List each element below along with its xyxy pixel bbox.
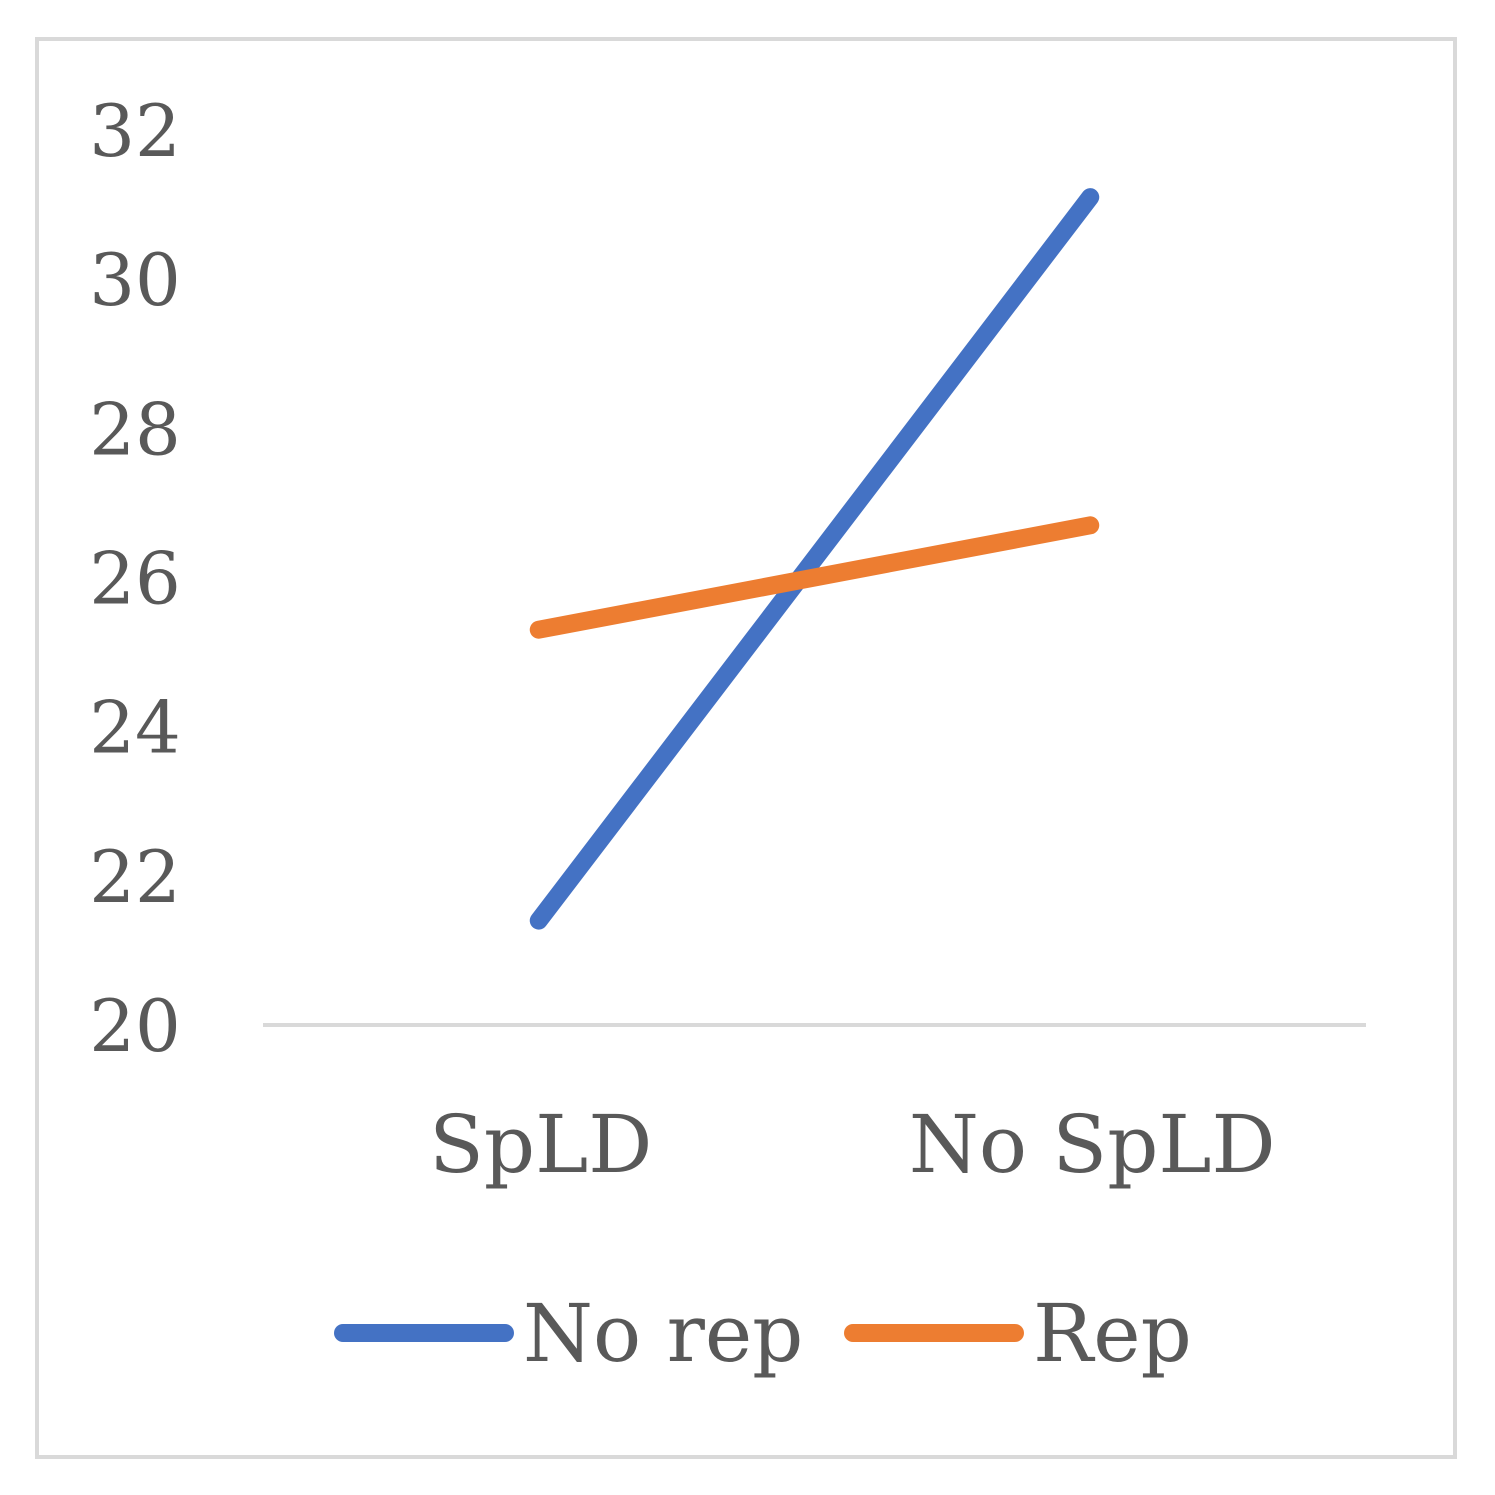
y-tick-label: 30 bbox=[89, 238, 181, 322]
y-axis-tick-labels: 20 22 24 26 28 30 32 bbox=[89, 89, 181, 1068]
y-tick-label: 22 bbox=[89, 835, 181, 919]
chart-frame bbox=[35, 37, 1457, 1459]
y-tick-label: 32 bbox=[89, 89, 181, 173]
series-lines bbox=[529, 188, 1100, 930]
legend-label: Rep bbox=[1033, 1287, 1192, 1380]
x-axis-category-labels: SpLD No SpLD bbox=[429, 1098, 1276, 1191]
series-line-rep bbox=[529, 516, 1100, 639]
legend: No rep Rep bbox=[334, 1287, 1192, 1380]
y-tick-label: 26 bbox=[89, 537, 181, 621]
legend-label: No rep bbox=[523, 1287, 803, 1380]
y-tick-label: 20 bbox=[89, 984, 181, 1068]
series-line-no-rep bbox=[529, 188, 1100, 930]
y-tick-label: 28 bbox=[89, 387, 181, 471]
x-category-label: No SpLD bbox=[909, 1098, 1276, 1191]
x-category-label: SpLD bbox=[429, 1098, 652, 1191]
y-tick-label: 24 bbox=[89, 686, 181, 770]
